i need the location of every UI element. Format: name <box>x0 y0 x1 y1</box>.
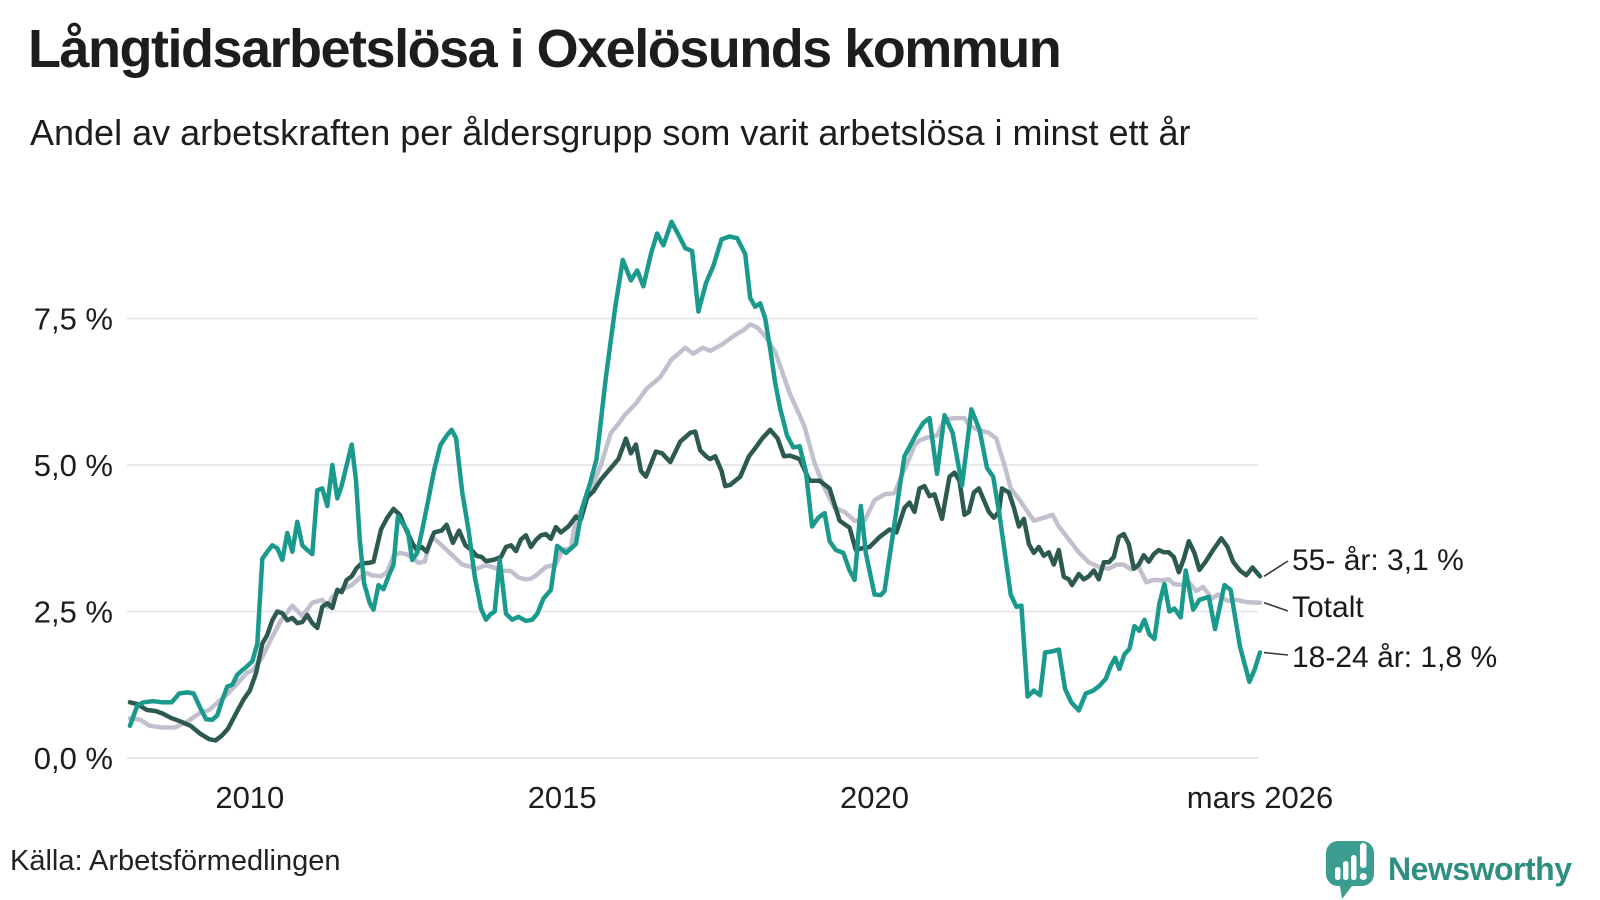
leader-line <box>1263 601 1289 612</box>
logo-bar-medium <box>1343 861 1349 880</box>
x-tick-label: 2020 <box>840 780 909 815</box>
page-title: Långtidsarbetslösa i Oxelösunds kommun <box>28 19 1062 79</box>
leader-line <box>1263 651 1289 656</box>
line-18-24-r <box>127 219 1263 729</box>
x-tick-label: mars 2026 <box>1187 780 1333 815</box>
logo-exclamation-dot <box>1359 872 1367 881</box>
newsworthy-logo: Newsworthy <box>1326 841 1572 900</box>
series-end-label-totalt: Totalt <box>1292 591 1364 624</box>
logo-bar-small <box>1335 867 1341 880</box>
x-tick-label: 2015 <box>528 780 597 815</box>
logo-bar-large <box>1351 855 1357 880</box>
x-tick-label: 2010 <box>215 780 284 815</box>
source-text: Källa: Arbetsförmedlingen <box>10 845 341 877</box>
page-subtitle: Andel av arbetskraften per åldersgrupp s… <box>30 112 1191 153</box>
line-55-r <box>127 427 1263 743</box>
leader-line <box>1263 560 1289 578</box>
newsworthy-logo-icon <box>1326 841 1374 899</box>
series-end-label-18-24: 18-24 år: 1,8 % <box>1292 641 1498 674</box>
newsworthy-logo-text: Newsworthy <box>1388 850 1572 887</box>
y-tick-label: 5,0 % <box>34 448 113 483</box>
y-tick-label: 0,0 % <box>34 741 113 776</box>
y-tick-label: 7,5 % <box>34 302 113 337</box>
logo-exclamation-bar <box>1360 843 1367 868</box>
series-end-label-55: 55- år: 3,1 % <box>1292 544 1464 577</box>
y-tick-label: 2,5 % <box>34 595 113 630</box>
